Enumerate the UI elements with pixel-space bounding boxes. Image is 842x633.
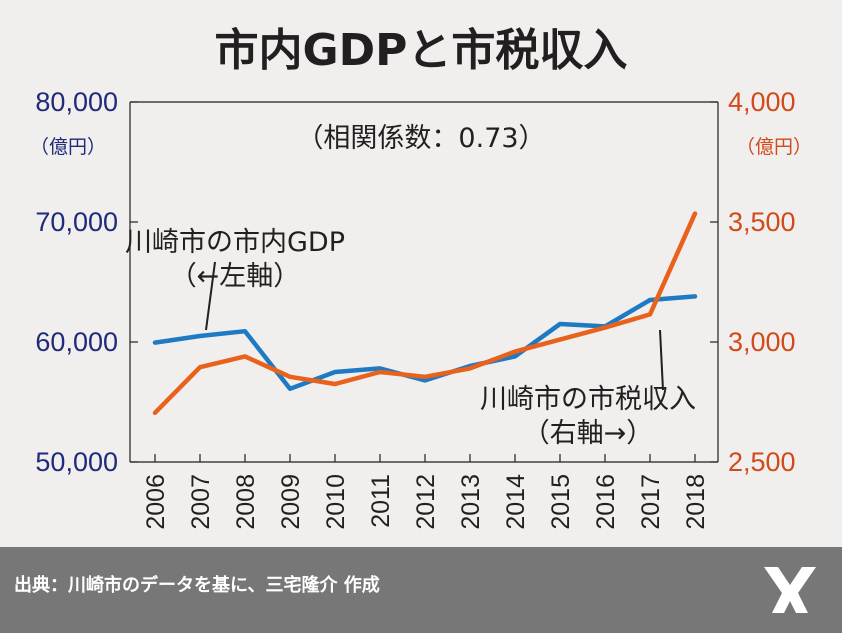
right-tick-label: 3,500 [728, 207, 796, 237]
right-tick-label: 2,500 [728, 447, 796, 477]
x-tick-label: 2014 [502, 474, 530, 530]
x-tick-label: 2011 [367, 474, 395, 528]
x-tick-label: 2017 [637, 474, 665, 530]
x-tick-label: 2012 [412, 474, 440, 530]
x-tick-label: 2008 [232, 474, 260, 530]
gdp-label-leader [205, 261, 216, 331]
gdp-series-label-line2: （←左軸） [169, 261, 301, 292]
x-tick-label: 2016 [592, 474, 620, 530]
chart-title: 市内GDPと市税収入 [214, 25, 628, 76]
right-axis-unit: （億円） [735, 136, 812, 158]
tax-series-label-line2: （右軸→） [522, 418, 654, 449]
tax-series-label-line1: 川崎市の市税収入 [480, 384, 696, 415]
gdp-series-label-line1: 川崎市の市内GDP [125, 227, 345, 258]
tax-series-line [152, 211, 698, 416]
x-tick-label: 2013 [457, 474, 485, 530]
gdp-series-label: 川崎市の市内GDP （←左軸） [125, 226, 345, 294]
x-tick-label: 2006 [142, 474, 170, 530]
x-tick-label: 2015 [547, 474, 575, 530]
x-tick-label: 2007 [187, 474, 215, 530]
x-tick-label: 2018 [682, 474, 710, 530]
x-tick-label: 2010 [322, 474, 350, 530]
source-note: 出典：川崎市のデータを基に、三宅隆介 作成 [14, 575, 380, 596]
chart-canvas: 50,000 60,000 70,000 80,000 2,500 3,000 3,500 4… [35, 87, 796, 530]
footer-bar: 出典：川崎市のデータを基に、三宅隆介 作成 [0, 547, 842, 633]
left-axis-unit: （億円） [30, 136, 107, 158]
correlation-subtitle: （相関係数：0.73） [296, 123, 546, 154]
right-tick-label: 3,000 [728, 327, 796, 357]
left-tick-label: 60,000 [35, 327, 118, 357]
left-tick-label: 70,000 [35, 207, 118, 237]
left-tick-label: 50,000 [35, 447, 118, 477]
tax-label-leader [659, 329, 664, 391]
x-tick-label: 2009 [277, 474, 305, 530]
tax-series-label: 川崎市の市税収入 （右軸→） [480, 383, 696, 451]
left-tick-label: 80,000 [35, 87, 118, 117]
mr-logo-icon [764, 567, 816, 613]
right-tick-label: 4,000 [728, 87, 796, 117]
